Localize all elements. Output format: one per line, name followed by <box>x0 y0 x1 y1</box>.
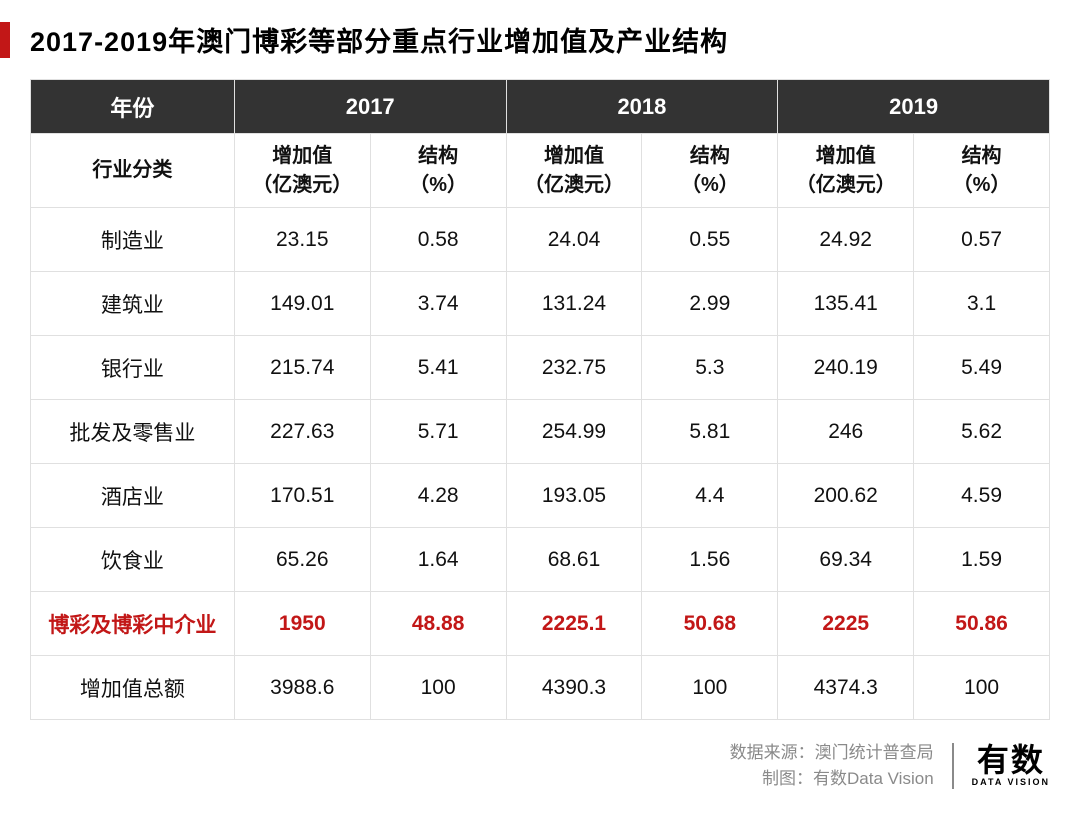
value-2018: 131.24 <box>506 272 642 336</box>
table-row: 酒店业170.514.28193.054.4200.624.59 <box>31 464 1050 528</box>
table-row: 增加值总额3988.61004390.31004374.3100 <box>31 656 1050 720</box>
share-2019: 5.49 <box>914 336 1050 400</box>
value-2018: 193.05 <box>506 464 642 528</box>
value-2018: 232.75 <box>506 336 642 400</box>
category-header: 行业分类 <box>31 134 235 208</box>
value-2019: 246 <box>778 400 914 464</box>
share-2017: 0.58 <box>370 208 506 272</box>
value-2019: 2225 <box>778 592 914 656</box>
share-2019: 100 <box>914 656 1050 720</box>
year-header-row: 年份 2017 2018 2019 <box>31 80 1050 134</box>
title-bar: 2017-2019年澳门博彩等部分重点行业增加值及产业结构 <box>0 20 1050 59</box>
share-2019: 0.57 <box>914 208 1050 272</box>
page-title: 2017-2019年澳门博彩等部分重点行业增加值及产业结构 <box>30 20 728 59</box>
value-2019: 135.41 <box>778 272 914 336</box>
year-col-2017: 2017 <box>234 80 506 134</box>
sub-header-value: 增加值（亿澳元） <box>506 134 642 208</box>
share-2017: 4.28 <box>370 464 506 528</box>
row-label: 酒店业 <box>31 464 235 528</box>
value-2018: 68.61 <box>506 528 642 592</box>
value-2017: 1950 <box>234 592 370 656</box>
share-2017: 5.41 <box>370 336 506 400</box>
value-2019: 69.34 <box>778 528 914 592</box>
share-2017: 3.74 <box>370 272 506 336</box>
value-2017: 215.74 <box>234 336 370 400</box>
sub-header-value: 增加值（亿澳元） <box>778 134 914 208</box>
footer: 数据来源：澳门统计普查局 制图：有数Data Vision 有数 DATA VI… <box>0 740 1050 791</box>
footer-text: 数据来源：澳门统计普查局 制图：有数Data Vision <box>730 740 934 791</box>
brand-logo: 有数 DATA VISION <box>972 744 1050 787</box>
industry-table: 年份 2017 2018 2019 行业分类 增加值（亿澳元） 结构（%） 增加… <box>30 79 1050 720</box>
table-row: 博彩及博彩中介业195048.882225.150.68222550.86 <box>31 592 1050 656</box>
table-row: 银行业215.745.41232.755.3240.195.49 <box>31 336 1050 400</box>
value-2017: 227.63 <box>234 400 370 464</box>
value-2017: 65.26 <box>234 528 370 592</box>
share-2019: 4.59 <box>914 464 1050 528</box>
source-label: 数据来源： <box>730 743 815 762</box>
value-2017: 3988.6 <box>234 656 370 720</box>
share-2019: 3.1 <box>914 272 1050 336</box>
row-label: 饮食业 <box>31 528 235 592</box>
table-row: 饮食业65.261.6468.611.5669.341.59 <box>31 528 1050 592</box>
value-2017: 170.51 <box>234 464 370 528</box>
footer-divider <box>952 743 954 789</box>
row-label: 银行业 <box>31 336 235 400</box>
share-2018: 2.99 <box>642 272 778 336</box>
value-2019: 240.19 <box>778 336 914 400</box>
row-label: 制造业 <box>31 208 235 272</box>
year-col-2019: 2019 <box>778 80 1050 134</box>
share-2017: 5.71 <box>370 400 506 464</box>
share-2018: 0.55 <box>642 208 778 272</box>
share-2018: 5.3 <box>642 336 778 400</box>
value-2018: 2225.1 <box>506 592 642 656</box>
year-header-label: 年份 <box>31 80 235 134</box>
row-label: 批发及零售业 <box>31 400 235 464</box>
share-2019: 1.59 <box>914 528 1050 592</box>
sub-header-share: 结构（%） <box>642 134 778 208</box>
row-label: 建筑业 <box>31 272 235 336</box>
value-2019: 4374.3 <box>778 656 914 720</box>
share-2019: 5.62 <box>914 400 1050 464</box>
value-2018: 24.04 <box>506 208 642 272</box>
share-2019: 50.86 <box>914 592 1050 656</box>
maker-label: 制图： <box>762 769 813 788</box>
row-label: 增加值总额 <box>31 656 235 720</box>
sub-header-share: 结构（%） <box>914 134 1050 208</box>
row-label: 博彩及博彩中介业 <box>31 592 235 656</box>
sub-header-value: 增加值（亿澳元） <box>234 134 370 208</box>
share-2017: 100 <box>370 656 506 720</box>
share-2018: 100 <box>642 656 778 720</box>
share-2017: 1.64 <box>370 528 506 592</box>
value-2017: 23.15 <box>234 208 370 272</box>
logo-main: 有数 <box>977 744 1045 776</box>
share-2018: 50.68 <box>642 592 778 656</box>
value-2019: 24.92 <box>778 208 914 272</box>
value-2018: 254.99 <box>506 400 642 464</box>
value-2018: 4390.3 <box>506 656 642 720</box>
maker-value: 有数Data Vision <box>813 769 934 788</box>
table-body: 制造业23.150.5824.040.5524.920.57建筑业149.013… <box>31 208 1050 720</box>
table-row: 建筑业149.013.74131.242.99135.413.1 <box>31 272 1050 336</box>
share-2017: 48.88 <box>370 592 506 656</box>
sub-header-row: 行业分类 增加值（亿澳元） 结构（%） 增加值（亿澳元） 结构（%） 增加值（亿… <box>31 134 1050 208</box>
value-2017: 149.01 <box>234 272 370 336</box>
table-row: 制造业23.150.5824.040.5524.920.57 <box>31 208 1050 272</box>
value-2019: 200.62 <box>778 464 914 528</box>
share-2018: 4.4 <box>642 464 778 528</box>
accent-bar-icon <box>0 22 10 58</box>
logo-sub: DATA VISION <box>972 778 1050 787</box>
table-row: 批发及零售业227.635.71254.995.812465.62 <box>31 400 1050 464</box>
share-2018: 5.81 <box>642 400 778 464</box>
share-2018: 1.56 <box>642 528 778 592</box>
source-value: 澳门统计普查局 <box>815 743 934 762</box>
year-col-2018: 2018 <box>506 80 778 134</box>
sub-header-share: 结构（%） <box>370 134 506 208</box>
